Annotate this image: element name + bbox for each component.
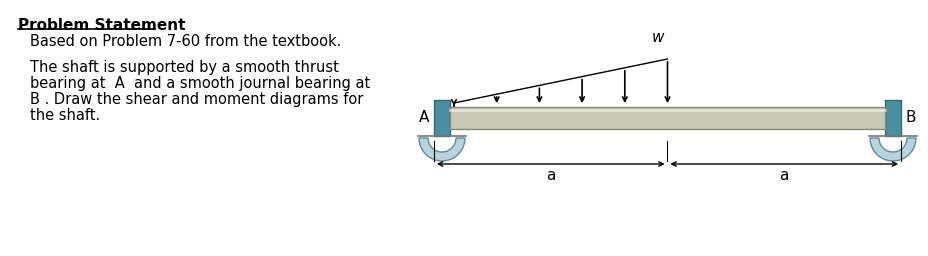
Text: a: a: [546, 168, 555, 183]
Text: the shaft.: the shaft.: [30, 108, 100, 123]
Wedge shape: [869, 138, 915, 161]
Text: a: a: [779, 168, 788, 183]
Text: Based on Problem 7-60 from the textbook.: Based on Problem 7-60 from the textbook.: [30, 34, 341, 49]
Bar: [884, 100, 900, 136]
Text: B . Draw the shear and moment diagrams for: B . Draw the shear and moment diagrams f…: [30, 92, 363, 107]
Text: B: B: [905, 110, 916, 124]
Bar: [433, 100, 449, 136]
Text: w: w: [651, 30, 663, 45]
Bar: [449, 107, 884, 129]
Text: The shaft is supported by a smooth thrust: The shaft is supported by a smooth thrus…: [30, 60, 339, 75]
Wedge shape: [419, 138, 465, 161]
Text: A: A: [419, 110, 429, 124]
Text: Problem Statement: Problem Statement: [18, 18, 186, 33]
Text: bearing at  A  and a smooth journal bearing at: bearing at A and a smooth journal bearin…: [30, 76, 370, 91]
